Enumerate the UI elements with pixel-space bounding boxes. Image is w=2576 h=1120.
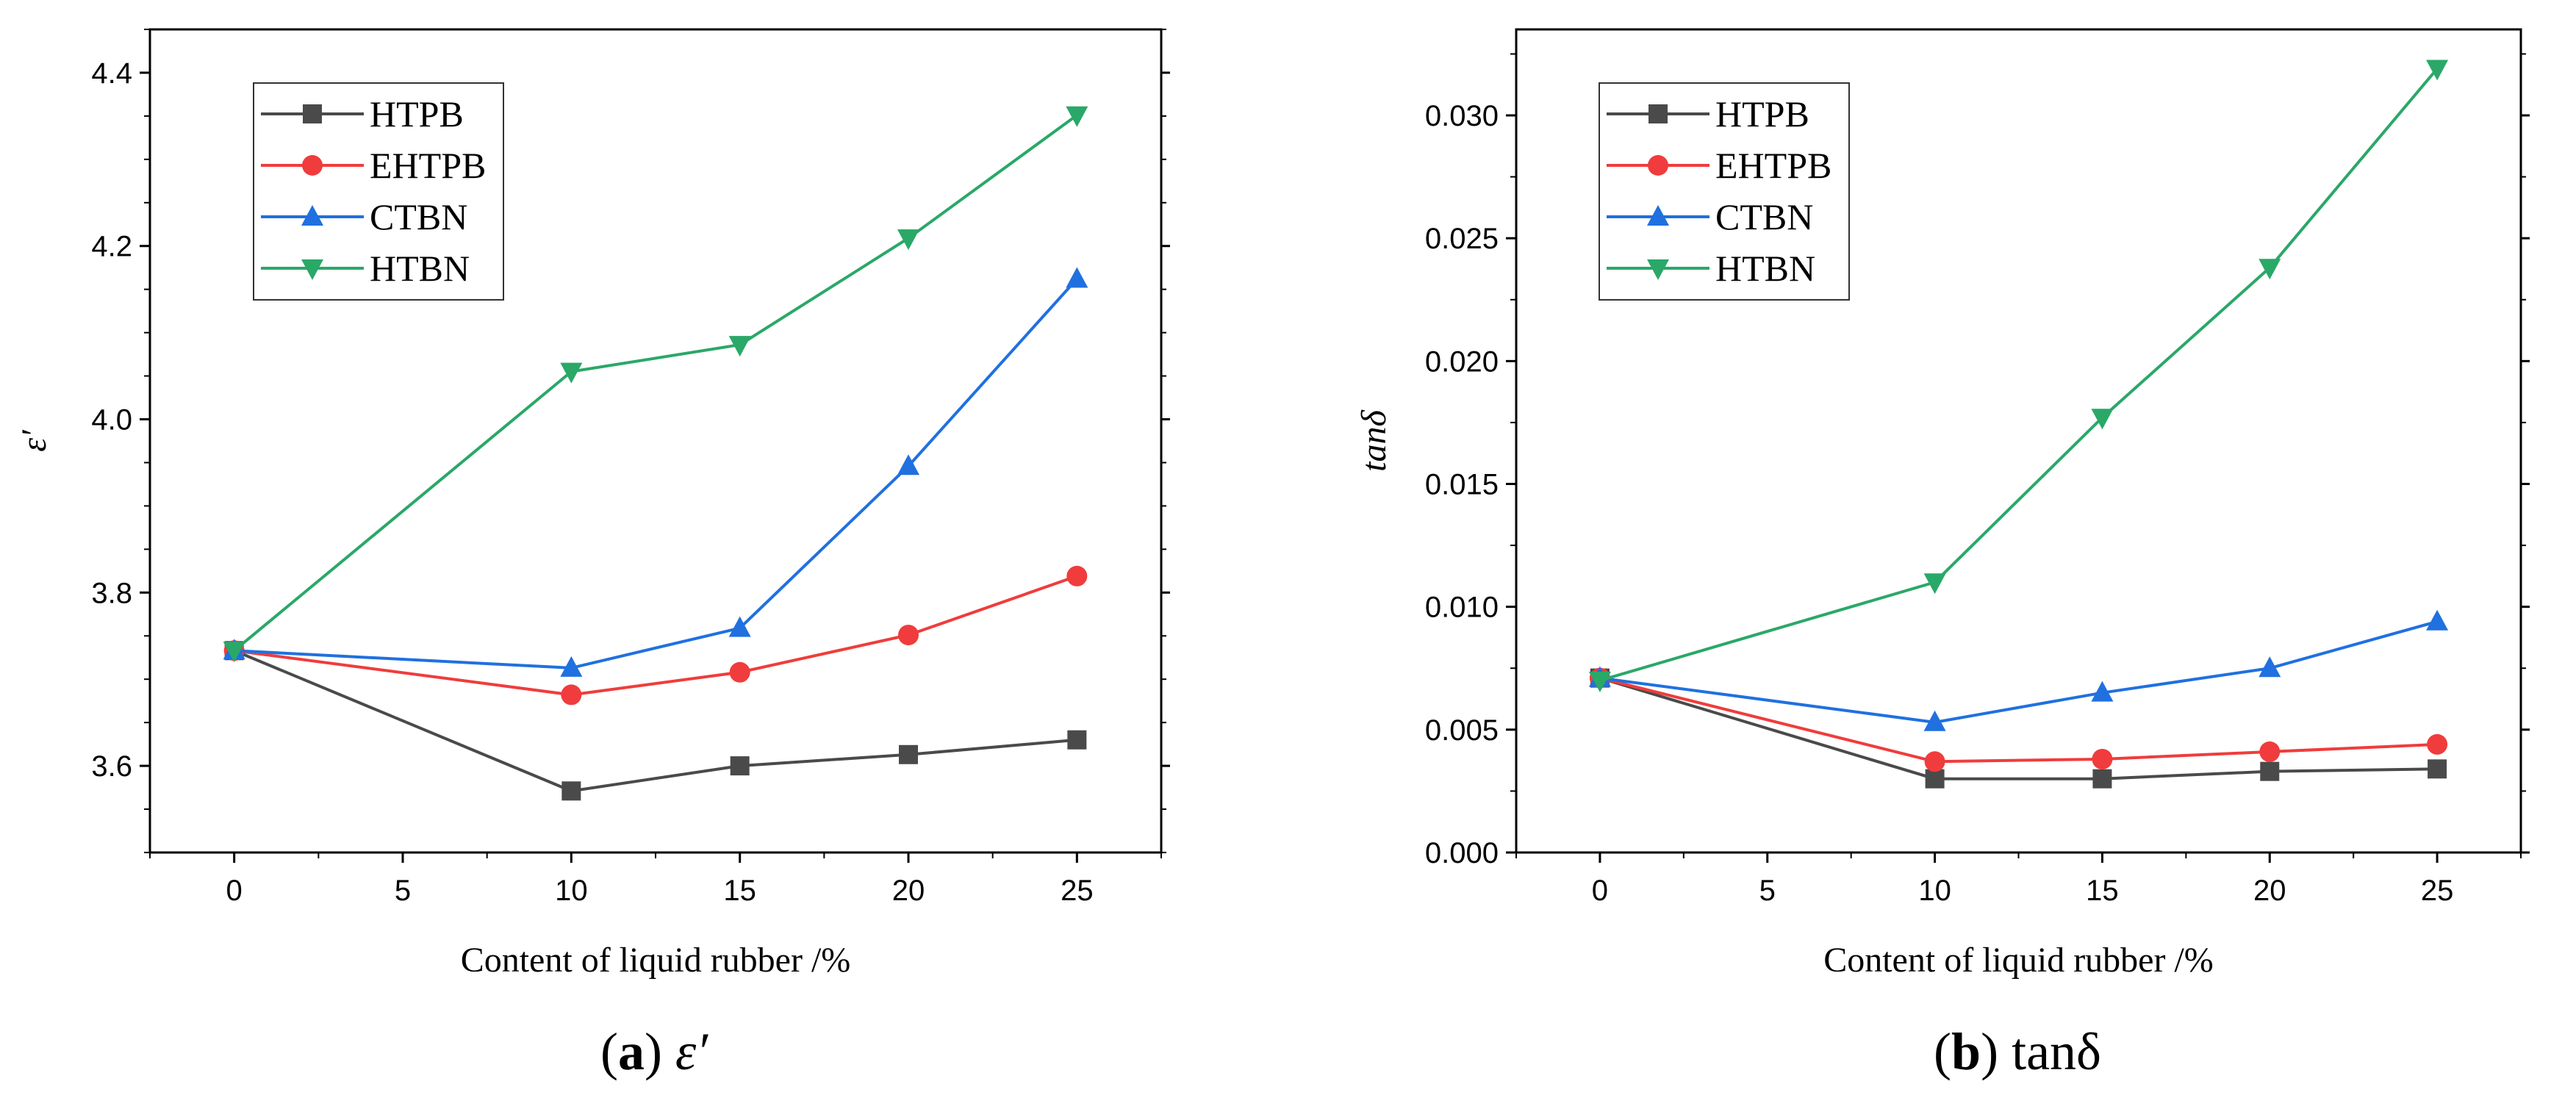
legend-marker-htpb [303, 104, 322, 123]
data-point-htbn [1923, 573, 1946, 595]
legend-marker-ctbn [1647, 205, 1669, 226]
data-point-ehtpb [2427, 733, 2448, 755]
panel-b: 0 5 10 15 20 25 0.000 0.005 0.010 0.015 0.020 0.025… [1355, 28, 2530, 1081]
caption-paren-open: ( [1934, 1022, 1951, 1081]
x-tick-label: 10 [555, 875, 588, 907]
legend-label-htpb: HTPB [370, 93, 464, 134]
series-line-ehtpb [1599, 676, 2438, 764]
x-tick-label: 25 [1061, 875, 1094, 907]
legend-label-ctbn: CTBN [1715, 196, 1813, 237]
data-point-htbn [1588, 671, 1611, 692]
y-tick-label: 3.6 [91, 750, 132, 783]
x-tick-label: 0 [1592, 875, 1608, 907]
x-tick-label: 5 [395, 875, 411, 907]
legend-marker-ctbn [301, 205, 323, 226]
data-point-ehtpb [2259, 741, 2281, 762]
legend-marker-htbn [1647, 259, 1669, 280]
legend-label-ehtpb: EHTPB [1715, 145, 1831, 186]
data-point-ctbn [1923, 710, 1946, 731]
caption-paren-close: ) [645, 1022, 675, 1081]
x-tick-label: 20 [2253, 875, 2286, 907]
caption-paren-close: ) [1981, 1022, 2012, 1081]
data-point-htpb [730, 756, 750, 776]
legend-marker-htpb [1648, 104, 1668, 123]
y-axis-title: ε′ [15, 429, 54, 452]
x-tick-label: 25 [2421, 875, 2454, 907]
data-point-ctbn [897, 454, 919, 475]
x-axis-title: Content of liquid rubber /% [461, 941, 851, 980]
legend-marker-htbn [301, 259, 323, 280]
series-line-ctbn [234, 278, 1078, 670]
data-point-ctbn [728, 616, 751, 637]
x-axis-title: Content of liquid rubber /% [1823, 941, 2214, 980]
legend-label-htbn: HTBN [370, 248, 470, 289]
data-point-ehtpb [1066, 565, 1088, 586]
legend-label-ehtpb: EHTPB [370, 145, 486, 186]
y-tick-label: 0.020 [1425, 345, 1499, 378]
panel-a: 0 5 10 15 20 25 3.6 3.8 4.0 4.2 4.4 Content of liqu… [15, 28, 1170, 1081]
data-point-htpb [562, 781, 581, 801]
data-point-ehtpb [898, 625, 919, 646]
legend-label-htbn: HTBN [1715, 248, 1815, 289]
x-tick-label: 0 [226, 875, 243, 907]
y-tick-label: 0.015 [1425, 469, 1499, 501]
data-point-htbn [2091, 409, 2114, 430]
y-tick-label: 0.030 [1425, 100, 1499, 132]
data-point-ctbn [1066, 267, 1088, 288]
y-tick-label: 0.010 [1425, 592, 1499, 624]
y-tick-label: 0.000 [1425, 837, 1499, 869]
data-point-ehtpb [1924, 751, 1945, 772]
y-tick-label: 4.2 [91, 231, 132, 263]
legend-marker-ehtpb [1648, 155, 1668, 176]
y-tick-label: 0.025 [1425, 223, 1499, 255]
caption-panel-label: a [618, 1022, 645, 1081]
caption-text: ε′ [675, 1022, 708, 1081]
data-point-ehtpb [729, 661, 750, 683]
data-point-ehtpb [561, 684, 582, 706]
data-point-htpb [1067, 730, 1087, 750]
data-point-htpb [899, 744, 918, 764]
legend-box [1599, 82, 1850, 301]
x-tick-label: 5 [1759, 875, 1776, 907]
series-line-htpb [233, 649, 1077, 793]
legend-box [253, 82, 504, 301]
y-tick-label: 3.8 [91, 577, 132, 609]
x-tick-label: 15 [2086, 875, 2119, 907]
data-point-htpb [2260, 761, 2280, 781]
y-tick-label: 4.4 [91, 57, 132, 90]
y-tick-label: 4.0 [91, 404, 132, 437]
data-point-ctbn [2091, 681, 2114, 702]
data-point-ctbn [2259, 656, 2281, 678]
data-point-ctbn [2426, 609, 2449, 631]
data-point-htpb [2428, 759, 2447, 779]
panel-caption: (a) ε′ [600, 1022, 708, 1081]
x-tick-label: 20 [892, 875, 925, 907]
legend-label-ctbn: CTBN [370, 196, 467, 237]
caption-paren-open: ( [600, 1022, 618, 1081]
data-point-htpb [1925, 769, 1945, 789]
legend-label-htpb: HTPB [1715, 93, 1809, 134]
data-point-htbn [2426, 60, 2449, 81]
series-line-ehtpb [234, 575, 1077, 697]
x-tick-label: 15 [723, 875, 756, 907]
data-point-htbn [1066, 106, 1088, 127]
data-point-htbn [728, 336, 751, 357]
data-point-htbn [223, 642, 245, 663]
caption-panel-label: b [1951, 1022, 1981, 1081]
y-axis-title: tanδ [1355, 409, 1393, 471]
x-tick-label: 10 [1918, 875, 1951, 907]
legend-marker-ehtpb [302, 155, 323, 176]
data-point-htbn [560, 362, 583, 384]
data-point-htpb [2092, 769, 2112, 789]
panel-caption: (b) tanδ [1934, 1022, 2101, 1081]
series-line-ctbn [1599, 620, 2438, 724]
data-point-htbn [897, 229, 919, 251]
y-tick-label: 0.005 [1425, 714, 1499, 747]
data-point-htbn [2259, 259, 2281, 280]
data-point-ctbn [560, 656, 583, 677]
caption-text: tanδ [2012, 1022, 2101, 1081]
data-point-ehtpb [2092, 748, 2113, 769]
